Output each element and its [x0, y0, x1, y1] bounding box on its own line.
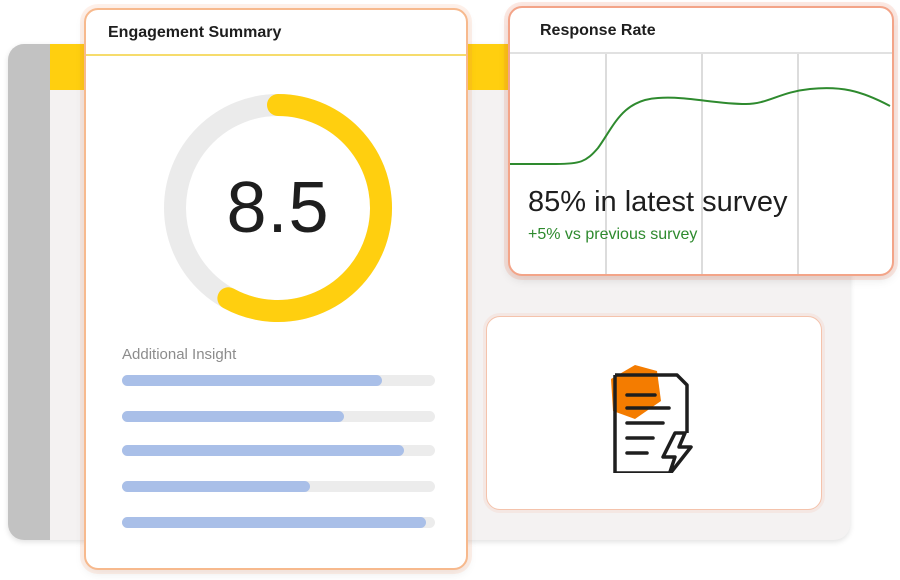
insight-bar-fill	[122, 445, 404, 456]
insight-bar-track	[122, 375, 435, 386]
insight-bar-fill	[122, 411, 345, 422]
insight-bar-track	[122, 445, 435, 456]
response-change: +5% vs previous survey	[528, 226, 698, 243]
insight-label: Additional Insight	[122, 346, 237, 363]
response-rate-card: Response Rate 85% in latest survey +5% v…	[508, 6, 894, 276]
score-ring: 8.5	[158, 88, 398, 328]
engagement-card-title: Engagement Summary	[108, 24, 282, 41]
lightning-bolt-icon	[661, 431, 693, 473]
response-card-title: Response Rate	[540, 22, 656, 39]
card-divider	[510, 52, 892, 54]
ring-progress	[217, 94, 392, 322]
card-divider	[86, 54, 466, 56]
background-sidebar	[8, 44, 50, 540]
response-trend-line	[510, 87, 891, 165]
engagement-summary-card: Engagement Summary 8.5 Additional Insigh…	[84, 8, 468, 570]
document-lightning-icon	[611, 365, 693, 473]
response-headline: 85% in latest survey	[528, 186, 788, 218]
insight-bar-fill	[122, 481, 310, 492]
insight-bar-track	[122, 411, 435, 422]
orange-blob-shape	[611, 365, 661, 419]
engagement-score: 8.5	[226, 168, 330, 248]
insight-bar-track	[122, 481, 435, 492]
response-trend-chart	[510, 54, 891, 274]
insight-bar-track	[122, 517, 435, 528]
insight-bar-fill	[122, 375, 382, 386]
score-ring-graphic	[164, 94, 392, 322]
document-card	[486, 316, 822, 510]
document-outline	[613, 373, 689, 473]
insight-bar-fill	[122, 517, 426, 528]
